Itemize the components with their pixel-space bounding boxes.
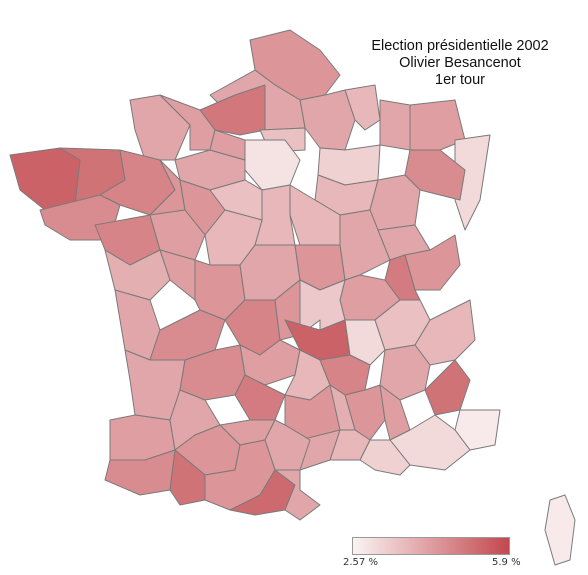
department-corse [544,494,576,566]
department-hautes-alpes [424,359,471,416]
map-title: Election présidentielle 2002 Olivier Bes… [340,38,580,89]
title-line-1: Election présidentielle 2002 [371,38,549,54]
department-bretagne-w [9,147,81,211]
department-meuse [379,99,411,151]
department-aude-po [274,469,321,521]
department-moselle [409,99,466,151]
legend-min-label: 2.57 % [343,557,378,568]
department-haute-marne [369,174,421,231]
department-aisne [299,89,356,151]
title-line-3: 1er tour [435,72,485,88]
legend-max-label: 5.9 % [492,557,521,568]
department-var-vaucl [389,414,471,471]
department-alpes-mar [454,409,501,451]
department-cote-or [339,209,391,281]
legend-color-scale [352,537,510,555]
department-maine-loire [149,209,206,261]
title-line-2: Olivier Besancenot [399,55,521,71]
department-ardennes [344,84,381,131]
department-eure [209,129,246,161]
department-loire-rhone [344,319,386,366]
